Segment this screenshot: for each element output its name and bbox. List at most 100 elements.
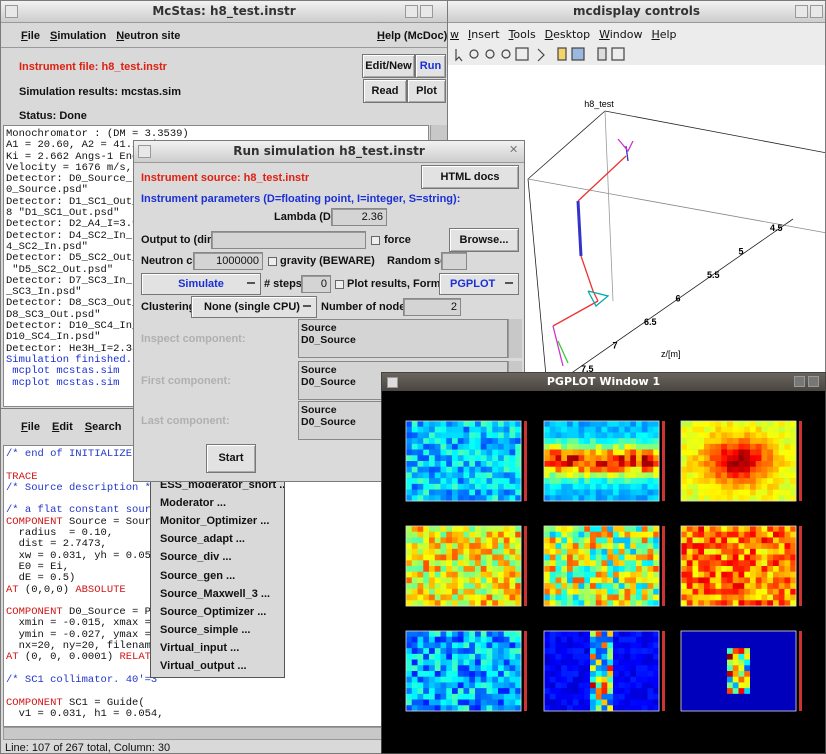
tool-icon[interactable]	[485, 49, 495, 59]
tool-icon[interactable]	[597, 47, 607, 61]
menu-item[interactable]: Edit	[51, 421, 73, 433]
heatmap-cell	[686, 636, 693, 643]
menu-option[interactable]: Source_gen ...	[160, 569, 236, 582]
menu-item[interactable]: Help	[651, 28, 677, 41]
heatmap-cell	[555, 543, 562, 550]
menu-item[interactable]: Neutron site	[116, 30, 181, 42]
list-item[interactable]: Source	[301, 322, 337, 334]
menu-option[interactable]: Monitor_Optimizer ...	[160, 515, 270, 528]
start-button[interactable]: Start	[206, 444, 256, 473]
heatmap-cell	[452, 472, 459, 479]
nodes-field[interactable]: 2	[403, 298, 461, 316]
window-button[interactable]	[5, 5, 18, 18]
html-docs-button[interactable]: HTML docs	[421, 165, 519, 189]
plot-button[interactable]: Plot	[407, 79, 446, 103]
heatmap-cell	[681, 449, 688, 456]
tool-icon[interactable]	[501, 49, 511, 59]
force-checkbox[interactable]	[371, 236, 380, 245]
tool-icon[interactable]	[611, 47, 625, 61]
heatmap-cell	[475, 548, 482, 555]
plot-checkbox[interactable]	[335, 280, 344, 289]
browse-button[interactable]: Browse...	[449, 228, 519, 252]
edit-button[interactable]: Edit/New	[362, 54, 415, 78]
tool-icon[interactable]	[515, 47, 529, 61]
help-menu[interactable]: Help (McDoc)	[377, 30, 448, 42]
h-scrollbar[interactable]	[3, 727, 383, 740]
menu-option[interactable]: Source_div ...	[160, 551, 232, 564]
menu-item[interactable]: Desktop	[544, 28, 591, 41]
mode-dropdown[interactable]: Simulate	[141, 273, 261, 295]
param-field[interactable]: 2.36	[331, 208, 387, 226]
list-item[interactable]: Source	[301, 364, 337, 376]
read-button[interactable]: Read	[363, 79, 407, 103]
heatmap-cell	[440, 571, 447, 578]
menu-option[interactable]: Source_simple ...	[160, 623, 251, 636]
menu-item[interactable]: Insert	[468, 28, 500, 41]
list-item[interactable]: Source	[301, 404, 337, 416]
menu-option[interactable]: Moderator ...	[160, 497, 227, 510]
tool-icon[interactable]	[571, 47, 585, 61]
window-button[interactable]	[810, 5, 823, 18]
list-item[interactable]: D0_Source	[301, 334, 356, 346]
output-field[interactable]	[211, 231, 366, 249]
window-button[interactable]	[420, 5, 433, 18]
seed-field[interactable]	[441, 252, 467, 270]
heatmap-cell	[515, 421, 522, 428]
heatmap-cell	[773, 438, 780, 445]
menu-item[interactable]: Window	[599, 28, 643, 41]
menu-item[interactable]: Simulation	[49, 30, 107, 42]
heatmap-cell	[698, 421, 705, 428]
heatmap-cell	[555, 466, 562, 473]
menu-item[interactable]: Tools	[508, 28, 536, 41]
menu-option[interactable]: Source_Maxwell_3 ...	[160, 587, 271, 600]
window-button[interactable]	[794, 376, 805, 387]
heatmap-cell	[784, 537, 791, 544]
menu-item[interactable]: Search	[84, 421, 122, 433]
heatmap-cell	[440, 526, 447, 533]
heatmap-cell	[686, 443, 693, 450]
count-field[interactable]: 1000000	[193, 252, 263, 270]
menu-option[interactable]: Virtual_output ...	[160, 660, 247, 672]
window-button[interactable]	[405, 5, 418, 18]
heatmap-cell	[681, 489, 688, 496]
heatmap-cell	[561, 449, 568, 456]
heatmap-cell	[440, 577, 447, 584]
tool-icon[interactable]	[537, 48, 545, 62]
list-item[interactable]: D0_Source	[301, 376, 356, 388]
log-line: Detector: D10_SC4_In_I	[6, 320, 145, 333]
tool-icon[interactable]	[469, 49, 479, 59]
clustering-dropdown[interactable]: None (single CPU)	[191, 296, 317, 318]
window-button[interactable]	[808, 376, 819, 387]
run-button[interactable]: Run	[415, 54, 446, 78]
menu-option[interactable]: Virtual_input ...	[160, 641, 240, 654]
heatmap-cell	[578, 583, 585, 590]
format-dropdown[interactable]: PGPLOT	[439, 273, 519, 295]
heatmap-cell	[561, 642, 568, 649]
scrollbar[interactable]	[508, 319, 522, 358]
menu-option[interactable]: ESS_moderator_short ...	[160, 479, 285, 491]
list-item[interactable]: D0_Source	[301, 416, 356, 428]
heatmap-cell	[624, 693, 631, 700]
window-button[interactable]	[387, 377, 398, 388]
tool-icon[interactable]	[557, 47, 567, 61]
heatmap-cell	[750, 631, 757, 638]
heatmap-cell	[434, 560, 441, 567]
close-button[interactable]: ✕	[509, 144, 519, 156]
heatmap-cell	[630, 600, 637, 607]
menu-item[interactable]: File	[21, 421, 40, 433]
window-button[interactable]	[795, 5, 808, 18]
heatmap-cell	[755, 554, 762, 561]
menu-option[interactable]: Source_adapt ...	[160, 533, 245, 546]
tool-icon[interactable]	[455, 49, 463, 62]
menu-item[interactable]: File	[21, 30, 40, 42]
heatmap-cell	[411, 699, 418, 706]
gravity-checkbox[interactable]	[268, 257, 277, 266]
list-box[interactable]: Source D0_Source	[298, 319, 508, 358]
heatmap-cell	[572, 443, 579, 450]
steps-field[interactable]: 0	[301, 275, 331, 293]
heatmap-cell	[561, 600, 568, 607]
window-button[interactable]	[138, 145, 151, 158]
menu-option[interactable]: Source_Optimizer ...	[160, 605, 267, 618]
clustering-label: Clustering:	[141, 301, 200, 313]
menu-item[interactable]: w	[450, 28, 459, 41]
